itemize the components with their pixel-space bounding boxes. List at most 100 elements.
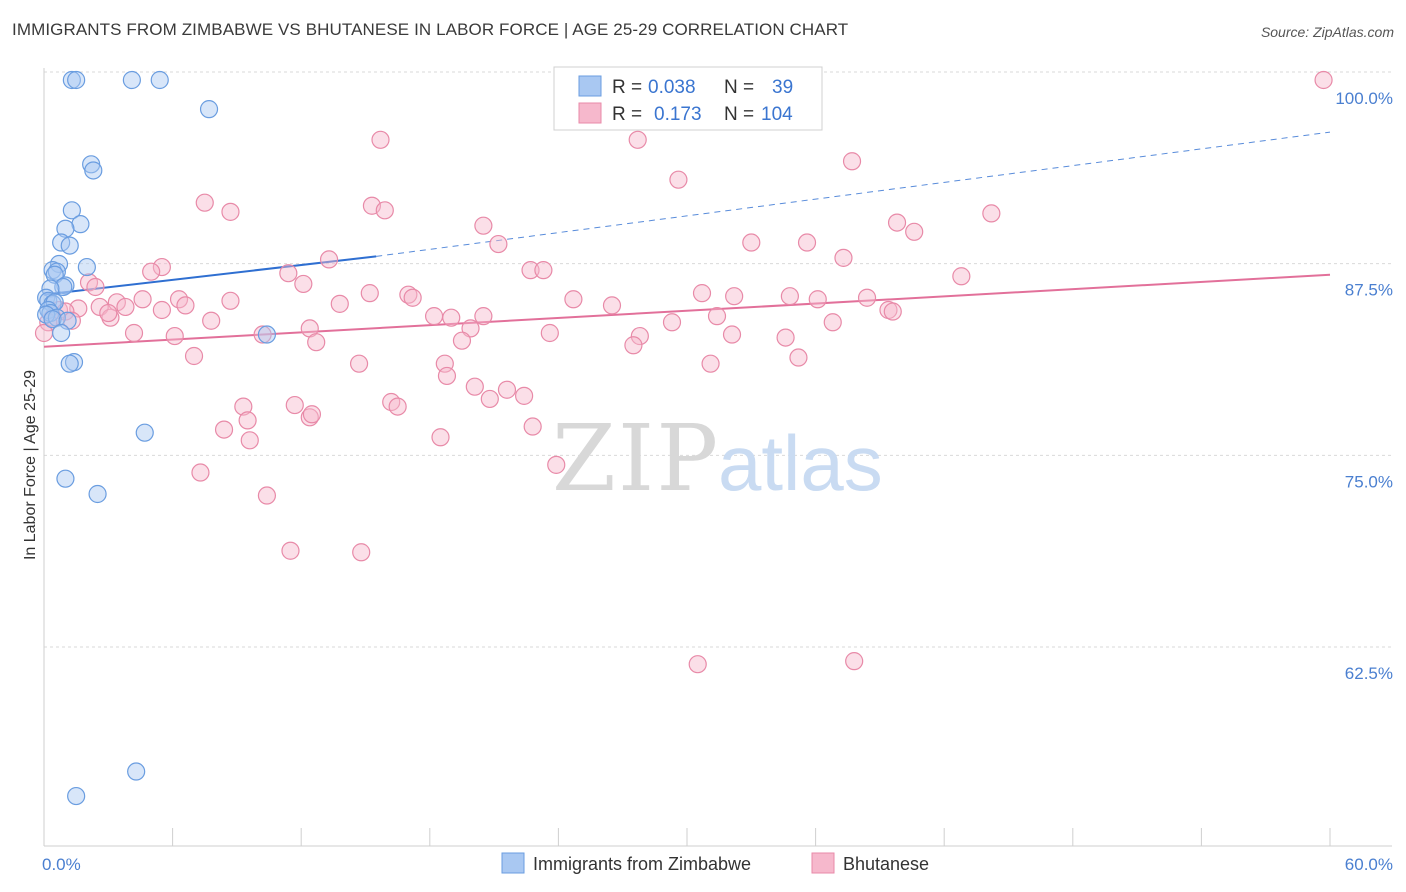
point-zimbabwe bbox=[122, 70, 141, 90]
legend-n-value-zimbabwe: 39 bbox=[772, 77, 793, 98]
point-bhutanese bbox=[742, 233, 761, 252]
point-bhutanese bbox=[692, 284, 712, 303]
legend-n-label-bhutanese: N = bbox=[724, 104, 754, 125]
point-bhutanese bbox=[307, 333, 326, 352]
stats-legend: R = 0.038 N = 39 R = 0.173 N = 104 bbox=[553, 66, 823, 131]
point-bhutanese bbox=[375, 201, 394, 220]
label-layer: 100.0% 87.5% 75.0% 62.5% 0.0% 60.0% bbox=[42, 89, 1393, 874]
legend-r-label-bhutanese: R = bbox=[612, 104, 642, 125]
point-bhutanese bbox=[388, 397, 407, 416]
point-bhutanese bbox=[79, 273, 99, 292]
point-bhutanese bbox=[124, 323, 144, 343]
point-bhutanese bbox=[628, 130, 647, 149]
point-bhutanese bbox=[382, 392, 401, 412]
point-bhutanese bbox=[431, 428, 450, 447]
point-zimbabwe bbox=[199, 100, 219, 119]
point-bhutanese bbox=[133, 290, 152, 309]
point-bhutanese bbox=[352, 543, 371, 562]
legend-swatch-bhutanese bbox=[578, 102, 602, 124]
point-bhutanese bbox=[461, 319, 480, 338]
point-bhutanese bbox=[630, 326, 649, 346]
point-bhutanese bbox=[349, 354, 369, 373]
point-bhutanese bbox=[707, 307, 727, 326]
point-bhutanese bbox=[165, 326, 184, 346]
point-bhutanese bbox=[887, 213, 907, 232]
point-bhutanese bbox=[442, 308, 461, 327]
point-bhutanese bbox=[142, 262, 161, 281]
point-bhutanese bbox=[221, 202, 240, 221]
point-bhutanese bbox=[857, 288, 877, 307]
point-bhutanese bbox=[688, 655, 707, 674]
y-tick-label: 100.0% bbox=[1335, 89, 1393, 108]
point-bhutanese bbox=[474, 307, 493, 326]
chart-title: IMMIGRANTS FROM ZIMBABWE VS BHUTANESE IN… bbox=[12, 20, 849, 39]
point-zimbabwe bbox=[150, 70, 169, 90]
point-bhutanese bbox=[776, 328, 795, 347]
point-bhutanese bbox=[905, 222, 924, 241]
point-bhutanese bbox=[152, 257, 171, 277]
point-bhutanese bbox=[195, 193, 214, 212]
point-bhutanese bbox=[257, 486, 277, 505]
point-bhutanese bbox=[465, 377, 484, 396]
point-zimbabwe bbox=[37, 305, 56, 324]
point-zimbabwe bbox=[56, 219, 75, 238]
point-zimbabwe bbox=[71, 215, 90, 234]
point-bhutanese bbox=[722, 325, 742, 344]
point-zimbabwe bbox=[60, 354, 79, 373]
legend-n-value-bhutanese: 104 bbox=[761, 104, 793, 125]
point-zimbabwe bbox=[60, 236, 79, 255]
point-bhutanese bbox=[184, 346, 204, 366]
point-zimbabwe bbox=[45, 265, 64, 284]
point-bhutanese bbox=[842, 152, 862, 171]
point-bhutanese bbox=[808, 290, 827, 309]
watermark-atlas: atlas bbox=[718, 419, 883, 507]
point-zimbabwe bbox=[135, 423, 154, 442]
legend-r-value-zimbabwe: 0.038 bbox=[648, 77, 696, 98]
point-bhutanese bbox=[1314, 70, 1333, 90]
point-bhutanese bbox=[202, 311, 221, 330]
axis-layer bbox=[43, 68, 1392, 847]
point-bhutanese bbox=[319, 250, 339, 269]
bottom-legend-label-bhutanese: Bhutanese bbox=[843, 854, 929, 874]
y-tick-label: 75.0% bbox=[1345, 472, 1393, 491]
point-bhutanese bbox=[281, 541, 300, 560]
point-bhutanese bbox=[285, 395, 304, 415]
point-zimbabwe bbox=[67, 70, 86, 90]
point-zimbabwe bbox=[88, 484, 107, 504]
watermark-zip: ZIP bbox=[552, 405, 720, 512]
trendline-bhutanese bbox=[43, 273, 1331, 348]
point-zimbabwe bbox=[84, 161, 103, 180]
point-bhutanese bbox=[371, 130, 390, 149]
point-zimbabwe bbox=[62, 201, 81, 220]
trendline-zimbabwe-extension bbox=[376, 131, 1331, 257]
point-zimbabwe bbox=[56, 469, 75, 488]
point-bhutanese bbox=[540, 323, 559, 343]
y-tick-label: 87.5% bbox=[1345, 281, 1393, 300]
point-bhutanese bbox=[701, 354, 720, 373]
trend-layer bbox=[43, 131, 1331, 348]
point-bhutanese bbox=[669, 170, 688, 189]
bottom-legend-swatch-zimbabwe bbox=[501, 852, 525, 874]
legend-r-value-bhutanese: 0.173 bbox=[654, 104, 702, 125]
point-layer bbox=[34, 70, 1333, 806]
series-legend: Immigrants from Zimbabwe Bhutanese bbox=[501, 852, 929, 874]
bottom-legend-swatch-bhutanese bbox=[811, 852, 835, 874]
point-bhutanese bbox=[564, 290, 583, 309]
point-bhutanese bbox=[234, 397, 253, 416]
point-bhutanese bbox=[294, 274, 313, 294]
y-tick-label: 62.5% bbox=[1345, 664, 1393, 683]
point-bhutanese bbox=[452, 331, 472, 350]
point-bhutanese bbox=[480, 389, 499, 409]
point-bhutanese bbox=[116, 297, 135, 317]
point-bhutanese bbox=[489, 234, 508, 254]
legend-swatch-zimbabwe bbox=[578, 75, 602, 97]
point-bhutanese bbox=[152, 300, 171, 320]
point-bhutanese bbox=[176, 296, 195, 315]
point-bhutanese bbox=[403, 288, 422, 307]
point-bhutanese bbox=[474, 216, 493, 235]
point-zimbabwe bbox=[67, 786, 86, 806]
point-bhutanese bbox=[534, 261, 553, 280]
point-bhutanese bbox=[302, 405, 322, 424]
source-label: Source: ZipAtlas.com bbox=[1260, 24, 1394, 40]
